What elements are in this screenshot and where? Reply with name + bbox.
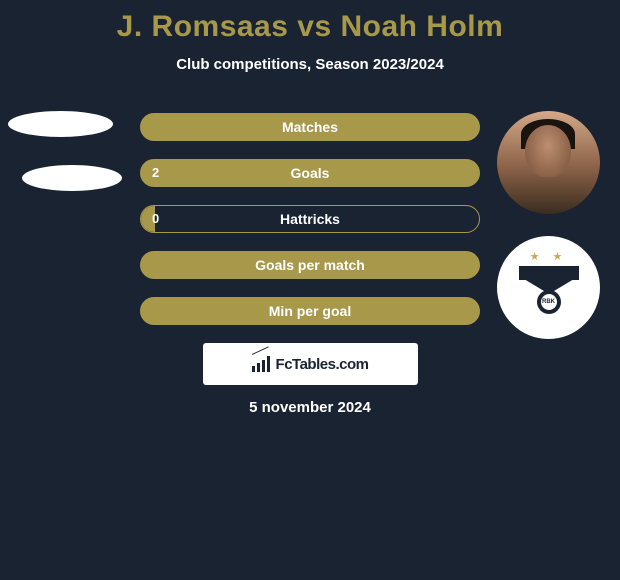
stat-label: Goals per match <box>140 251 480 279</box>
branding-text: FcTables.com <box>276 356 369 373</box>
stat-row-goals: 2 Goals <box>140 159 480 187</box>
right-player-avatar <box>497 111 600 214</box>
stat-label: Matches <box>140 113 480 141</box>
stat-label: Min per goal <box>140 297 480 325</box>
stat-row-goals-per-match: Goals per match <box>140 251 480 279</box>
club-crest-icon: ★ ★ RBK <box>519 254 579 322</box>
stat-bars: Matches 2 Goals 0 Hattricks Goals per ma… <box>140 111 480 325</box>
right-club-badge: ★ ★ RBK <box>497 236 600 339</box>
page-title: J. Romsaas vs Noah Holm <box>0 10 620 44</box>
left-club-avatar-placeholder <box>22 165 122 191</box>
fctables-logo: FcTables.com <box>252 356 369 373</box>
right-player-column: ★ ★ RBK <box>497 111 600 339</box>
footer-date: 5 november 2024 <box>0 399 620 416</box>
comparison-card: J. Romsaas vs Noah Holm Club competition… <box>0 0 620 416</box>
stats-area: ★ ★ RBK Matches 2 Goals <box>0 111 620 416</box>
club-crest-text: RBK <box>541 294 557 310</box>
stat-row-matches: Matches <box>140 113 480 141</box>
page-subtitle: Club competitions, Season 2023/2024 <box>0 56 620 73</box>
stat-row-hattricks: 0 Hattricks <box>140 205 480 233</box>
bar-chart-icon <box>252 356 272 372</box>
stat-row-min-per-goal: Min per goal <box>140 297 480 325</box>
left-player-avatar-placeholder <box>8 111 113 137</box>
stat-label: Goals <box>140 159 480 187</box>
left-player-column <box>8 111 122 219</box>
stat-label: Hattricks <box>140 205 480 233</box>
branding-box[interactable]: FcTables.com <box>203 343 418 385</box>
